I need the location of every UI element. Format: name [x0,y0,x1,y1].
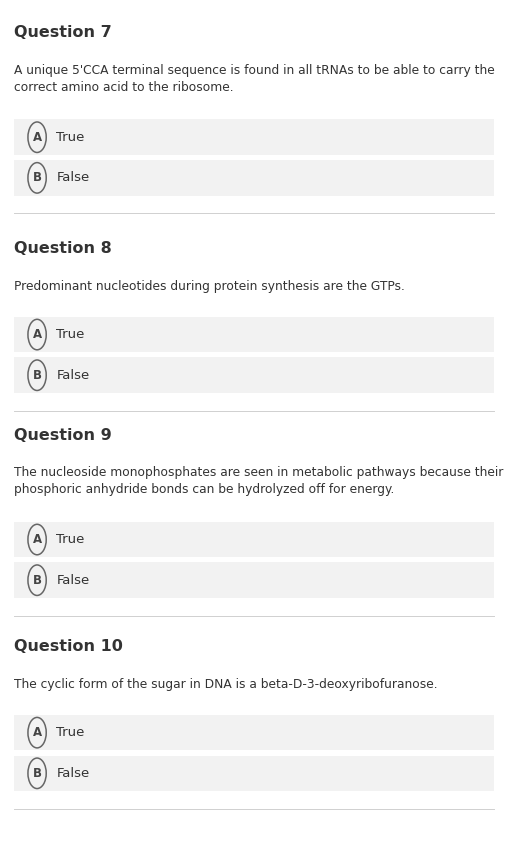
Text: B: B [33,767,42,780]
FancyBboxPatch shape [14,119,494,155]
Text: False: False [56,767,89,780]
Text: True: True [56,328,85,341]
Text: False: False [56,573,89,587]
Text: The cyclic form of the sugar in DNA is a beta-D-3-deoxyribofuranose.: The cyclic form of the sugar in DNA is a… [14,678,438,690]
FancyBboxPatch shape [14,357,494,393]
Text: Question 7: Question 7 [14,25,112,41]
Text: A unique 5'CCA terminal sequence is found in all tRNAs to be able to carry the
c: A unique 5'CCA terminal sequence is foun… [14,64,495,94]
FancyBboxPatch shape [14,756,494,791]
FancyBboxPatch shape [14,317,494,352]
Text: The nucleoside monophosphates are seen in metabolic pathways because their
phosp: The nucleoside monophosphates are seen i… [14,466,503,496]
FancyBboxPatch shape [14,562,494,598]
Text: False: False [56,368,89,382]
Text: Question 9: Question 9 [14,428,112,443]
FancyBboxPatch shape [14,715,494,750]
Text: A: A [33,533,42,546]
Text: Question 8: Question 8 [14,241,112,257]
Text: True: True [56,533,85,546]
Text: True: True [56,726,85,739]
Text: True: True [56,130,85,144]
FancyBboxPatch shape [14,522,494,557]
Text: False: False [56,171,89,185]
Text: A: A [33,328,42,341]
Text: Question 10: Question 10 [14,639,123,655]
Text: A: A [33,130,42,144]
FancyBboxPatch shape [14,160,494,196]
Text: B: B [33,573,42,587]
Text: A: A [33,726,42,739]
Text: B: B [33,368,42,382]
Text: Predominant nucleotides during protein synthesis are the GTPs.: Predominant nucleotides during protein s… [14,280,405,292]
Text: B: B [33,171,42,185]
